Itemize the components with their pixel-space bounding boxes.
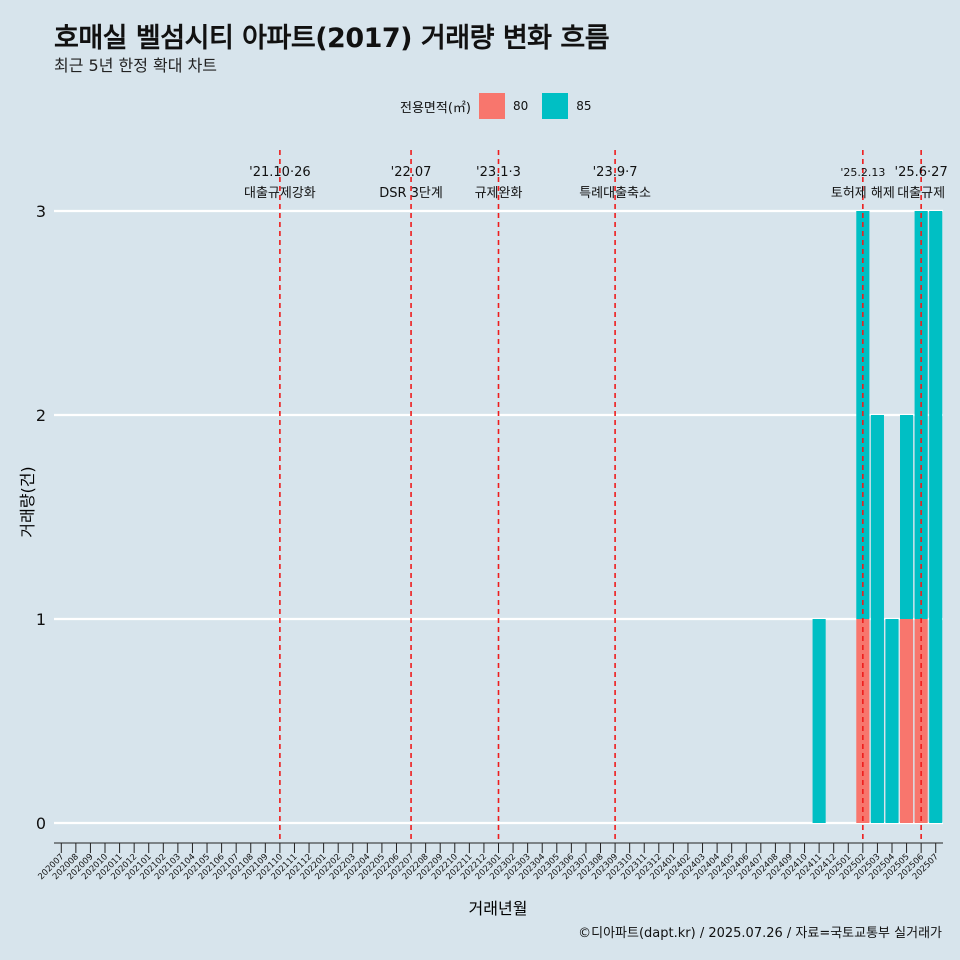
event-date-202309: '23.9·7 <box>593 165 638 180</box>
legend: 전용면적(㎡) 80 85 <box>400 93 606 119</box>
x-axis-label: 거래년월 <box>469 899 528 918</box>
event-label-202301: 규제완화 <box>475 186 523 201</box>
bar-80-202505 <box>900 619 914 823</box>
y-tick-label-2: 2 <box>36 406 46 425</box>
legend-label-85: 85 <box>576 99 592 113</box>
event-label-202110: 대출규제강화 <box>244 186 316 201</box>
event-label-202502: 토허제 해제 <box>831 186 895 201</box>
y-axis-label: 거래량(건) <box>18 466 37 537</box>
bar-85-202507 <box>929 211 943 823</box>
y-tick-label-0: 0 <box>36 814 46 833</box>
event-date-202502: '25.2.13 <box>840 166 885 179</box>
event-date-202207: '22.07 <box>391 165 432 180</box>
chart-subtitle: 최근 5년 한정 확대 차트 <box>54 56 218 75</box>
y-tick-label-3: 3 <box>36 202 46 221</box>
bar-85-202505 <box>900 415 914 619</box>
bar-85-202411 <box>812 619 826 823</box>
legend-label-80: 80 <box>512 99 529 113</box>
event-label-202506: 대출규제 <box>897 186 945 201</box>
event-date-202110: '21.10·26 <box>249 165 310 180</box>
event-date-202506: '25.6·27 <box>895 165 948 180</box>
event-label-202207: DSR 3단계 <box>379 186 443 201</box>
chart-title: 호매실 벨섬시티 아파트(2017) 거래량 변화 흐름 <box>54 23 610 54</box>
event-date-202301: '23.1·3 <box>476 165 521 180</box>
bar-85-202503 <box>870 415 884 823</box>
bar-85-202504 <box>885 619 899 823</box>
chart-caption: ©디아파트(dapt.kr) / 2025.07.26 / 자료=국토교통부 실… <box>578 926 942 941</box>
legend-key-85 <box>542 93 569 119</box>
legend-key-80 <box>478 93 505 119</box>
legend-title: 전용면적(㎡) <box>400 100 471 116</box>
event-label-202309: 특례대출축소 <box>579 186 651 201</box>
y-tick-label-1: 1 <box>36 610 46 629</box>
